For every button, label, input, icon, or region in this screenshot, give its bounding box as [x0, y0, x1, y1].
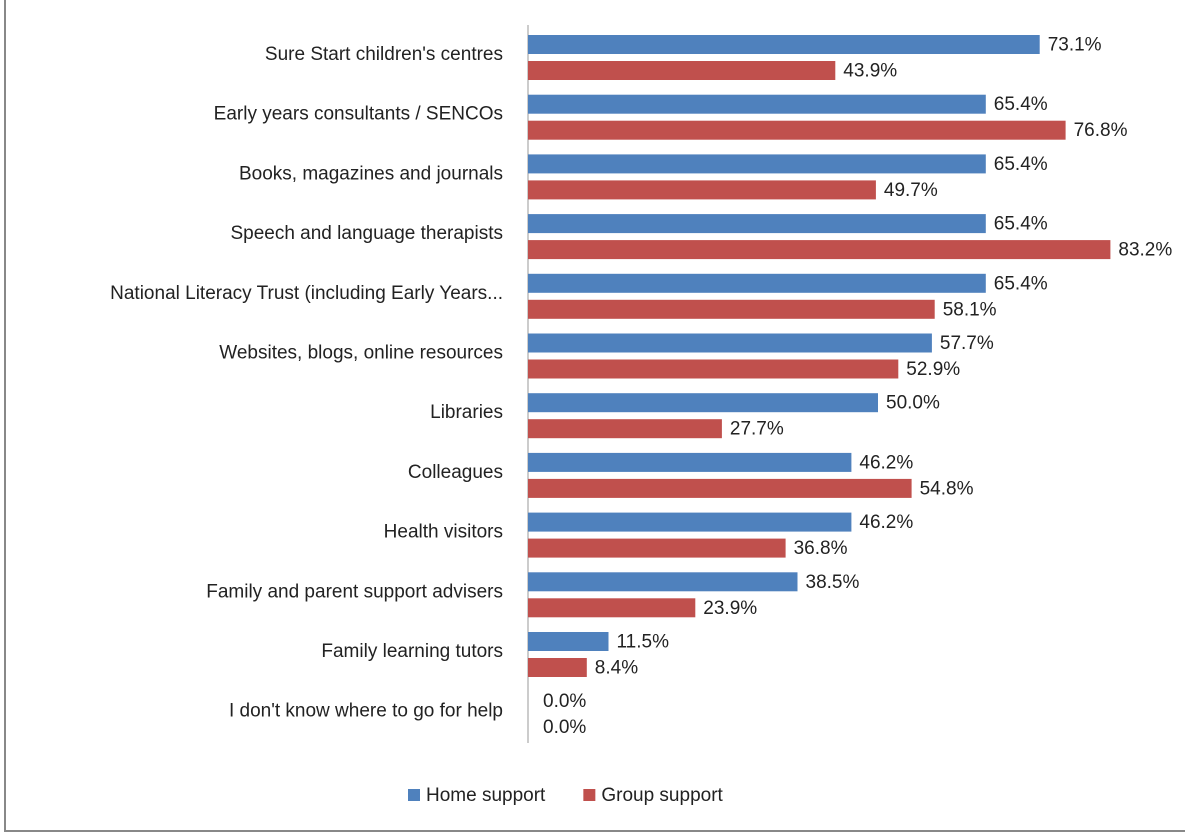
value-label: 49.7%: [884, 180, 938, 201]
value-label: 8.4%: [595, 658, 638, 679]
value-label: 65.4%: [994, 154, 1048, 175]
value-label: 0.0%: [543, 717, 586, 738]
bar: [528, 35, 1040, 54]
category-label: Family and parent support advisers: [206, 581, 503, 602]
category-label: National Literacy Trust (including Early…: [110, 283, 503, 304]
value-label: 11.5%: [617, 632, 670, 653]
value-label: 23.9%: [703, 598, 757, 619]
value-label: 58.1%: [943, 299, 997, 320]
bar: [528, 393, 878, 413]
category-label: Early years consultants / SENCOs: [214, 104, 503, 125]
category-label: I don't know where to go for help: [229, 701, 503, 722]
bar: [528, 572, 798, 592]
category-label: Sure Start children's centres: [265, 44, 503, 65]
bar: [528, 512, 852, 532]
value-label: 76.8%: [1074, 120, 1128, 141]
bar: [528, 94, 986, 114]
value-label: 36.8%: [794, 538, 848, 559]
bar: [528, 538, 786, 558]
value-label: 73.1%: [1048, 35, 1102, 56]
bar: [528, 598, 696, 618]
value-label: 46.2%: [859, 512, 913, 533]
category-label: Colleagues: [408, 462, 503, 483]
value-label: 57.7%: [940, 333, 994, 354]
value-label: 65.4%: [994, 214, 1048, 235]
value-label: 54.8%: [920, 478, 974, 499]
bar: [528, 214, 986, 234]
value-label: 83.2%: [1118, 240, 1172, 261]
bar: [528, 478, 912, 498]
category-label: Books, magazines and journals: [239, 163, 503, 184]
value-label: 52.9%: [906, 359, 960, 380]
category-label: Libraries: [430, 402, 503, 423]
value-label: 65.4%: [994, 94, 1048, 115]
bar: [528, 180, 876, 200]
category-label: Health visitors: [384, 522, 503, 543]
bar: [528, 240, 1111, 260]
value-label: 27.7%: [730, 419, 784, 440]
bar: [528, 452, 852, 472]
value-label: 65.4%: [994, 273, 1048, 294]
bar: [528, 61, 836, 80]
value-label: 43.9%: [843, 61, 897, 82]
bar: [528, 419, 722, 439]
legend-label: Home support: [426, 785, 546, 806]
value-label: 0.0%: [543, 691, 586, 712]
bar: [528, 632, 609, 651]
category-label: Family learning tutors: [321, 641, 503, 662]
bar: [528, 333, 932, 353]
bar: [528, 299, 935, 319]
legend-label: Group support: [601, 785, 723, 806]
bar: [528, 658, 587, 677]
value-label: 50.0%: [886, 393, 940, 414]
category-label: Websites, blogs, online resources: [219, 343, 503, 364]
bar: [528, 359, 899, 379]
bar: [528, 120, 1066, 140]
legend-swatch: [583, 789, 596, 801]
category-label: Speech and language therapists: [230, 223, 503, 244]
value-label: 46.2%: [859, 452, 913, 473]
value-label: 38.5%: [806, 572, 860, 593]
bar: [528, 273, 986, 293]
bar: [528, 154, 986, 174]
legend-swatch: [408, 789, 420, 801]
